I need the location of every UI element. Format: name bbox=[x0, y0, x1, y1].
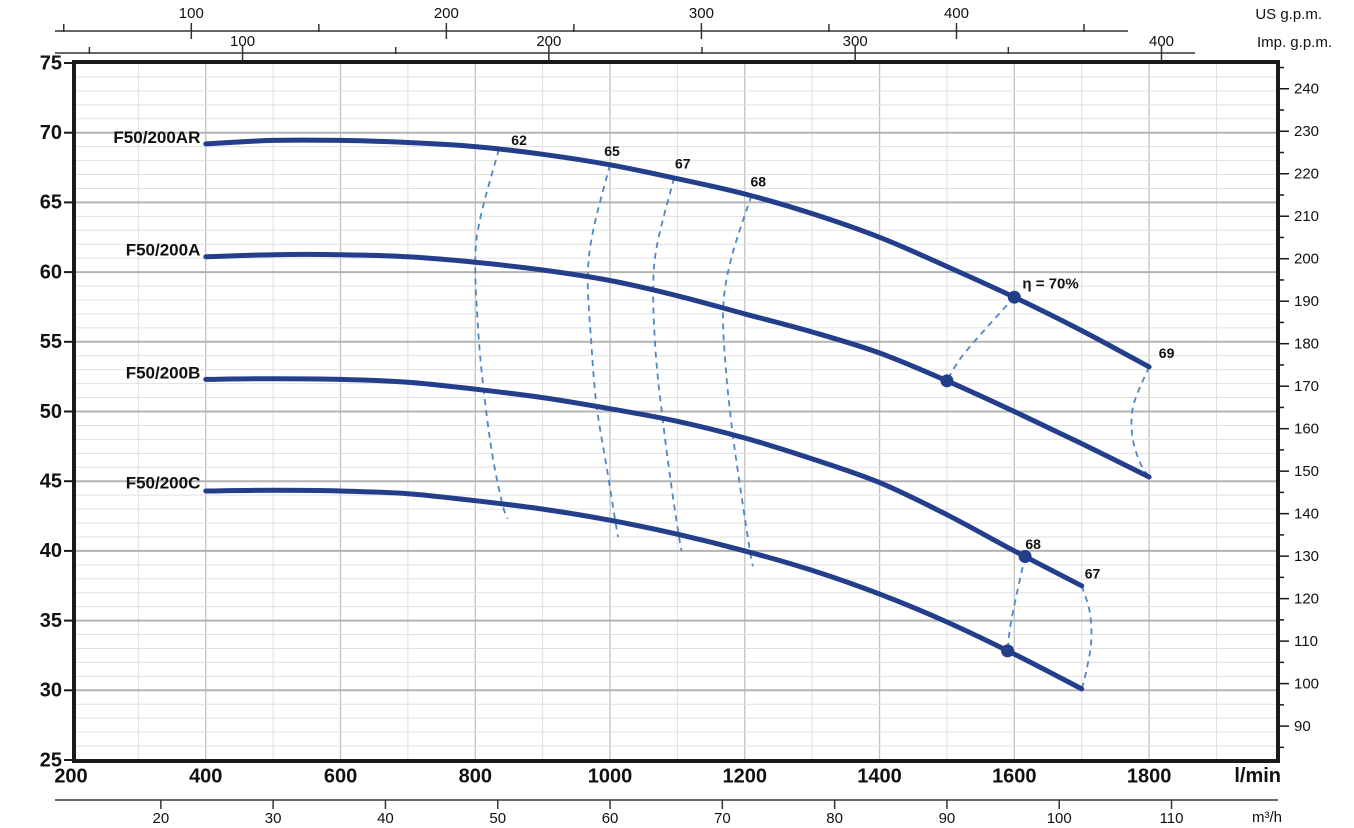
duty-point-marker-F50/200C bbox=[1001, 644, 1015, 658]
y-right-tick-label: 180 bbox=[1294, 336, 1319, 353]
y-right-tick-label: 200 bbox=[1294, 251, 1319, 268]
y-left-tick-label: 45 bbox=[40, 470, 62, 492]
m3h-tick-label: 30 bbox=[265, 810, 282, 827]
y-right-tick-label: 170 bbox=[1294, 378, 1319, 395]
y-right-tick-label: 120 bbox=[1294, 591, 1319, 608]
m3h-tick-label: 90 bbox=[939, 810, 956, 827]
y-left-tick-label: 55 bbox=[40, 331, 62, 353]
y-left-tick-label: 70 bbox=[40, 122, 62, 144]
duty-point-marker-F50/200B bbox=[1018, 549, 1032, 563]
duty-point-marker-F50/200AR bbox=[1007, 290, 1021, 304]
efficiency-line-68 bbox=[722, 195, 754, 567]
lmin-tick-label: 1200 bbox=[723, 765, 768, 787]
y-right-tick-label: 110 bbox=[1294, 633, 1318, 650]
m3h-tick-label: 20 bbox=[152, 810, 169, 827]
m3h-tick-label: 110 bbox=[1160, 810, 1184, 827]
unit-m3h: m³/h bbox=[1252, 809, 1282, 826]
y-left-tick-label: 60 bbox=[40, 261, 62, 283]
curve-label-F50/200A: F50/200A bbox=[126, 241, 201, 260]
pump-curve-F50/200AR bbox=[203, 137, 1152, 370]
m3h-tick-label: 40 bbox=[377, 810, 394, 827]
pump-curve-F50/200C bbox=[203, 487, 1085, 692]
lmin-tick-label: 1600 bbox=[992, 765, 1037, 787]
y-right-tick-label: 140 bbox=[1294, 506, 1319, 523]
efficiency-label: η = 70% bbox=[1022, 276, 1078, 293]
lmin-tick-label: 1000 bbox=[588, 765, 633, 787]
efficiency-label: 68 bbox=[1025, 536, 1041, 552]
y-left-tick-label: 40 bbox=[40, 540, 62, 562]
curve-label-F50/200B: F50/200B bbox=[126, 363, 201, 382]
efficiency-label: 67 bbox=[1085, 565, 1101, 581]
efficiency-label: 65 bbox=[604, 143, 620, 159]
efficiency-label: 68 bbox=[750, 174, 766, 190]
y-right-tick-label: 90 bbox=[1294, 718, 1311, 735]
y-left-tick-label: 50 bbox=[40, 401, 62, 423]
lmin-tick-label: 200 bbox=[54, 765, 87, 787]
y-right-tick-label: 160 bbox=[1294, 421, 1319, 438]
lmin-tick-label: 1400 bbox=[857, 765, 902, 787]
y-left-tick-label: 25 bbox=[40, 749, 62, 771]
curve-label-F50/200AR: F50/200AR bbox=[113, 128, 200, 147]
imp-gpm-tick-label: 300 bbox=[843, 33, 868, 50]
efficiency-label: 69 bbox=[1159, 345, 1175, 361]
y-right-tick-label: 210 bbox=[1294, 208, 1319, 225]
imp-gpm-tick-label: 100 bbox=[230, 33, 255, 50]
y-left-tick-label: 75 bbox=[40, 52, 62, 74]
y-right-tick-label: 130 bbox=[1294, 548, 1319, 565]
efficiency-line-62 bbox=[474, 149, 509, 520]
lmin-tick-label: 1800 bbox=[1127, 765, 1172, 787]
pump-curve-F50/200A bbox=[203, 251, 1152, 480]
efficiency-label: 67 bbox=[675, 155, 691, 171]
efficiency-line-67 bbox=[652, 177, 683, 552]
us-gpm-tick-label: 100 bbox=[179, 5, 204, 22]
y-left-tick-label: 65 bbox=[40, 192, 62, 214]
lmin-tick-label: 600 bbox=[324, 765, 357, 787]
lmin-tick-label: 400 bbox=[189, 765, 222, 787]
m3h-tick-label: 80 bbox=[826, 810, 843, 827]
y-left-tick-label: 35 bbox=[40, 610, 62, 632]
imp-gpm-tick-label: 400 bbox=[1149, 33, 1174, 50]
pump-curve-F50/200B bbox=[203, 376, 1085, 589]
efficiency-line-68 bbox=[1006, 556, 1026, 652]
us-gpm-tick-label: 200 bbox=[434, 5, 459, 22]
y-right-tick-label: 240 bbox=[1294, 81, 1319, 98]
m3h-tick-label: 50 bbox=[489, 810, 506, 827]
m3h-tick-label: 60 bbox=[602, 810, 619, 827]
y-left-tick-label: 30 bbox=[40, 680, 62, 702]
curve-label-F50/200C: F50/200C bbox=[126, 473, 201, 492]
y-right-tick-label: 220 bbox=[1294, 166, 1319, 183]
unit-imp-gpm: Imp. g.p.m. bbox=[1256, 34, 1332, 51]
unit-us-gpm: US g.p.m. bbox=[1255, 6, 1322, 23]
us-gpm-tick-label: 400 bbox=[944, 5, 969, 22]
efficiency-label: 62 bbox=[511, 132, 527, 148]
y-right-tick-label: 100 bbox=[1294, 676, 1319, 693]
imp-gpm-tick-label: 200 bbox=[536, 33, 561, 50]
efficiency-line-η = 70% bbox=[946, 296, 1015, 382]
lmin-tick-label: 800 bbox=[459, 765, 492, 787]
y-right-tick-label: 150 bbox=[1294, 463, 1319, 480]
unit-lmin: l/min bbox=[1234, 765, 1281, 787]
duty-point-marker-F50/200A bbox=[940, 374, 954, 388]
efficiency-line-67 bbox=[1080, 585, 1093, 690]
m3h-tick-label: 70 bbox=[714, 810, 731, 827]
efficiency-line-69 bbox=[1130, 366, 1150, 478]
efficiency-line-65 bbox=[586, 164, 619, 538]
y-right-tick-label: 190 bbox=[1294, 293, 1319, 310]
us-gpm-tick-label: 300 bbox=[689, 5, 714, 22]
y-right-tick-label: 230 bbox=[1294, 123, 1319, 140]
m3h-tick-label: 100 bbox=[1047, 810, 1072, 827]
